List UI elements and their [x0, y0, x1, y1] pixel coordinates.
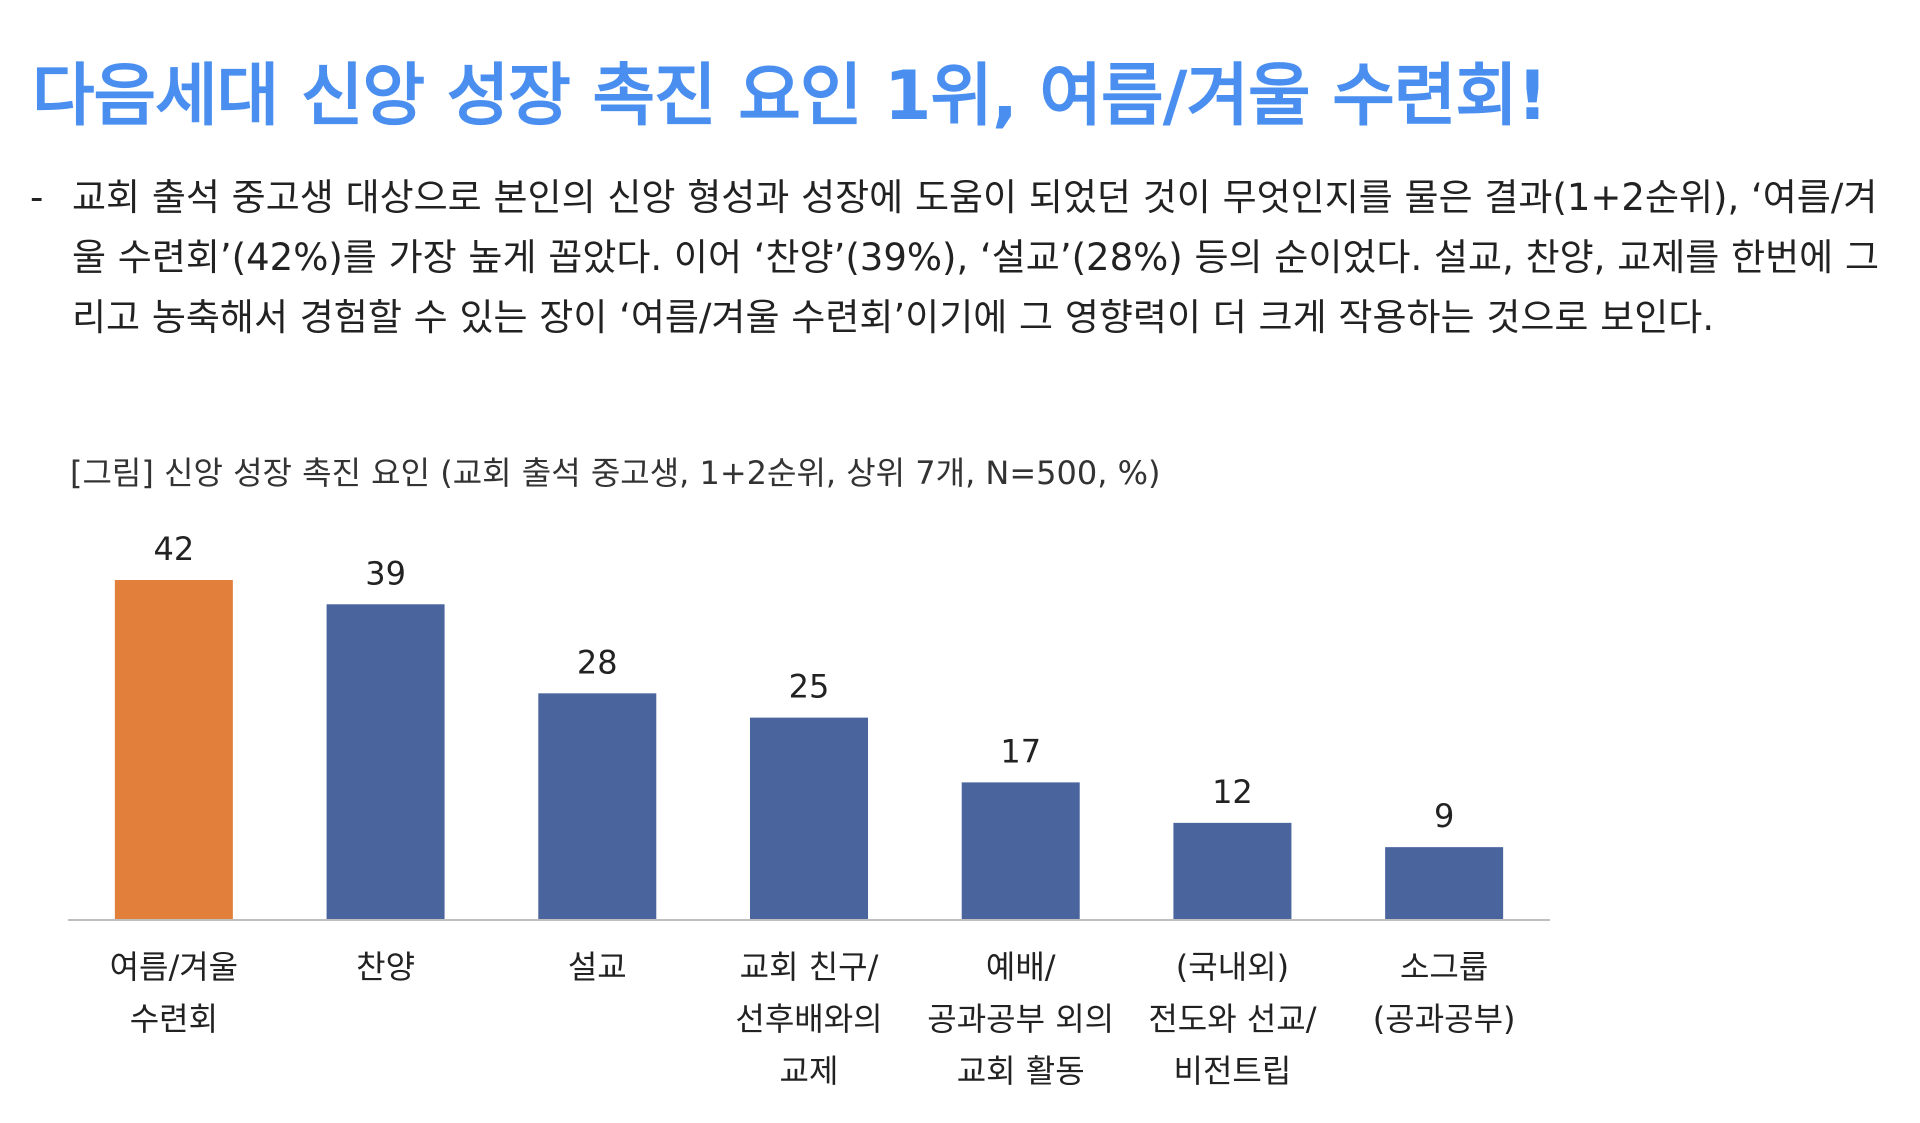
bar-2: [538, 693, 657, 920]
category-label-line: 전도와 선교/: [1148, 1000, 1316, 1038]
category-label-line: (국내외): [1176, 948, 1289, 986]
bar-4: [961, 782, 1080, 920]
category-label-line: (공과공부): [1373, 1000, 1516, 1038]
bars-group: [114, 580, 1504, 920]
bar-5: [1173, 822, 1292, 920]
category-label-line: 예배/: [986, 948, 1056, 986]
value-label-6: 9: [1434, 797, 1454, 835]
category-label-line: 여름/겨울: [110, 948, 239, 986]
bullet-dash: -: [30, 176, 44, 219]
figure-caption: [그림] 신앙 성장 촉진 요인 (교회 출석 중고생, 1+2순위, 상위 7…: [70, 454, 1161, 492]
bar-1: [326, 604, 445, 920]
category-label-line: 교회 활동: [957, 1052, 1085, 1090]
summary-paragraph: - 교회 출석 중고생 대상으로 본인의 신앙 형성과 성장에 도움이 되었던 …: [30, 168, 1890, 348]
bar-3: [750, 717, 868, 920]
bar-0: [114, 580, 233, 920]
category-label-line: 교제: [780, 1052, 839, 1090]
category-label-line: 설교: [568, 948, 627, 986]
value-label-3: 25: [789, 668, 830, 706]
headline: 다음세대 신앙 성장 촉진 요인 1위, 여름/겨울 수련회!: [32, 57, 1548, 136]
category-label-2: 설교: [568, 948, 627, 986]
category-label-6: 소그룹 (공과공부): [1373, 948, 1516, 1038]
value-label-1: 39: [365, 554, 406, 592]
category-label-line: 비전트립: [1174, 1052, 1292, 1090]
category-label-line: 선후배와의: [735, 1000, 882, 1038]
category-label-line: 찬양: [356, 948, 415, 986]
category-label-line: 소그룹: [1400, 948, 1488, 986]
category-label-1: 찬양: [356, 948, 415, 986]
category-label-line: 수련회: [130, 1000, 218, 1038]
category-label-5: (국내외) 전도와 선교/비전트립: [1148, 948, 1316, 1090]
summary-text: 교회 출석 중고생 대상으로 본인의 신앙 형성과 성장에 도움이 되었던 것이…: [72, 176, 1879, 339]
category-label-line: 교회 친구/: [740, 948, 879, 986]
category-label-line: 공과공부 외의: [927, 1000, 1114, 1038]
value-label-2: 28: [577, 643, 618, 681]
value-label-0: 42: [153, 530, 194, 568]
value-label-5: 12: [1212, 773, 1253, 811]
bar-6: [1385, 847, 1504, 920]
value-label-4: 17: [1000, 732, 1041, 770]
